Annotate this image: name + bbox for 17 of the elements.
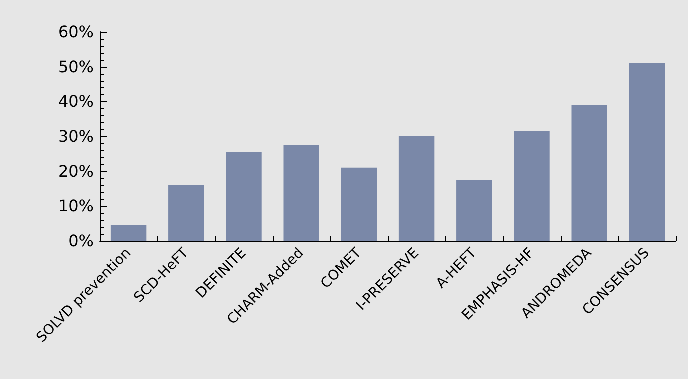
bar: [284, 145, 320, 241]
y-tick-label: 50%: [58, 57, 94, 76]
bar: [398, 136, 435, 241]
y-tick-label: 30%: [58, 127, 94, 146]
bar: [341, 168, 378, 241]
bar: [514, 131, 550, 241]
y-tick-label: 60%: [58, 22, 94, 42]
y-tick-label: 10%: [58, 196, 94, 216]
y-tick-label: 40%: [58, 92, 94, 112]
bar: [168, 185, 204, 241]
bar: [226, 152, 262, 241]
bar: [110, 225, 147, 241]
y-tick-label: 20%: [58, 162, 94, 181]
bar: [572, 105, 608, 241]
bar: [629, 63, 666, 241]
bar: [456, 180, 492, 241]
y-tick-label: 0%: [68, 232, 94, 250]
